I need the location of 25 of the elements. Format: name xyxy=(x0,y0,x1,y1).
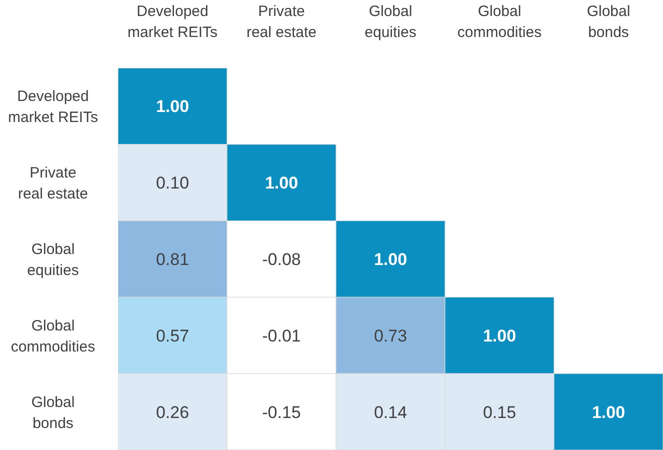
data-label: 0.57 xyxy=(156,326,190,346)
y-tick-label: Private real estate xyxy=(18,164,88,203)
data-label: 0.14 xyxy=(374,402,408,422)
x-tick-label: Developed market REITs xyxy=(127,3,218,41)
y-tick-label: Global bonds xyxy=(31,394,75,432)
x-tick-label: Global bonds xyxy=(586,3,630,41)
data-label: -0.01 xyxy=(262,326,301,346)
data-label: 0.81 xyxy=(156,250,190,269)
y-tick-label: Developed market REITs xyxy=(8,88,98,126)
data-label: -0.15 xyxy=(262,402,301,422)
x-tick-label: Global commodities xyxy=(457,3,542,41)
data-label: 1.00 xyxy=(156,97,190,116)
y-tick-label: Global equities xyxy=(27,241,79,279)
data-label: 0.15 xyxy=(482,402,516,422)
data-label: 1.00 xyxy=(592,402,626,422)
y-tick-label: Global commodities xyxy=(10,317,96,356)
data-label: 0.26 xyxy=(156,402,190,422)
data-label: 1.00 xyxy=(264,174,298,193)
data-label: 1.00 xyxy=(482,326,516,346)
data-label: 0.10 xyxy=(156,174,190,193)
data-label: -0.08 xyxy=(262,250,301,269)
data-label: 0.73 xyxy=(374,326,408,346)
data-label: 1.00 xyxy=(374,250,408,269)
x-tick-label: Global equities xyxy=(364,3,416,41)
x-tick-label: Private real estate xyxy=(246,3,317,41)
